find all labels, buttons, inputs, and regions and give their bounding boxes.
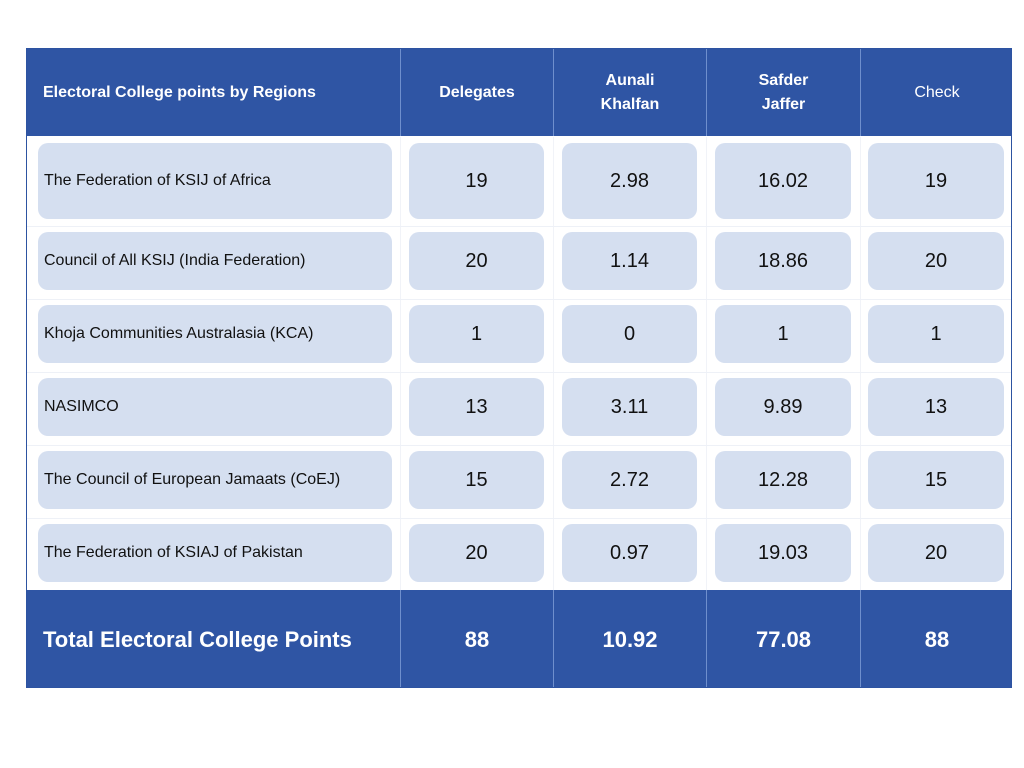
region-cell: The Council of European Jamaats (CoEJ) <box>38 451 392 509</box>
header-label-delegates: Delegates <box>439 83 515 101</box>
safder-jaffer-value: 16.02 <box>757 170 809 192</box>
aunali-khalfan-cell: 3.11 <box>562 378 697 436</box>
check-cell: 15 <box>868 451 1004 509</box>
check-cell: 13 <box>868 378 1004 436</box>
electoral-college-table: Electoral College points by Regions Dele… <box>26 48 1012 688</box>
region-label: The Council of European Jamaats (CoEJ) <box>44 471 341 488</box>
check-value: 13 <box>924 396 948 418</box>
delegates-cell: 15 <box>409 451 544 509</box>
total-delegates-cell: 88 <box>400 590 553 687</box>
header-cell-region: Electoral College points by Regions <box>27 49 400 136</box>
aunali-khalfan-cell: 2.72 <box>562 451 697 509</box>
safder-jaffer-value: 19.03 <box>757 542 809 564</box>
total-safder-jaffer-value: 77.08 <box>755 626 812 652</box>
aunali-khalfan-value: 3.11 <box>610 396 649 418</box>
safder-jaffer-value: 1 <box>777 323 789 345</box>
region-label: Council of All KSIJ (India Federation) <box>44 252 306 269</box>
table-header-row: Electoral College points by Regions Dele… <box>27 49 1011 136</box>
aunali-khalfan-cell: 2.98 <box>562 143 697 219</box>
safder-jaffer-cell: 19.03 <box>715 524 851 582</box>
check-cell: 1 <box>868 305 1004 363</box>
delegates-value: 1 <box>470 323 483 345</box>
check-cell: 20 <box>868 232 1004 290</box>
header-label-aunali-khalfan: Aunali Khalfan <box>600 71 660 113</box>
header-cell-check: Check <box>860 49 1011 136</box>
aunali-khalfan-cell: 1.14 <box>562 232 697 290</box>
region-cell: The Federation of KSIJ of Africa <box>38 143 392 219</box>
column-separator <box>400 137 401 590</box>
table-total-row: Total Electoral College Points 88 10.92 … <box>27 590 1011 687</box>
delegates-cell: 1 <box>409 305 544 363</box>
table-row: Khoja Communities Australasia (KCA) 1 0 … <box>27 299 1011 372</box>
check-value: 1 <box>930 323 942 345</box>
table-row: NASIMCO 13 3.11 9.89 13 <box>27 372 1011 445</box>
region-label: NASIMCO <box>44 398 119 415</box>
delegates-cell: 19 <box>409 143 544 219</box>
safder-jaffer-value: 18.86 <box>757 250 809 272</box>
aunali-khalfan-cell: 0 <box>562 305 697 363</box>
safder-jaffer-cell: 16.02 <box>715 143 851 219</box>
delegates-cell: 20 <box>409 524 544 582</box>
safder-jaffer-value: 12.28 <box>757 469 809 491</box>
column-separator <box>553 137 554 590</box>
aunali-khalfan-value: 0 <box>623 323 636 345</box>
total-label: Total Electoral College Points <box>43 626 352 652</box>
delegates-value: 19 <box>465 170 488 192</box>
check-cell: 20 <box>868 524 1004 582</box>
safder-jaffer-value: 9.89 <box>763 396 803 418</box>
header-cell-delegates: Delegates <box>400 49 553 136</box>
safder-jaffer-cell: 18.86 <box>715 232 851 290</box>
region-cell: NASIMCO <box>38 378 392 436</box>
total-aunali-khalfan-cell: 10.92 <box>553 590 706 687</box>
region-label: Khoja Communities Australasia (KCA) <box>44 325 314 342</box>
region-cell: The Federation of KSIAJ of Pakistan <box>38 524 392 582</box>
region-label: The Federation of KSIAJ of Pakistan <box>44 544 303 561</box>
region-cell: Council of All KSIJ (India Federation) <box>38 232 392 290</box>
check-value: 15 <box>924 469 948 491</box>
total-aunali-khalfan-value: 10.92 <box>602 626 658 652</box>
region-cell: Khoja Communities Australasia (KCA) <box>38 305 392 363</box>
check-cell: 19 <box>868 143 1004 219</box>
aunali-khalfan-cell: 0.97 <box>562 524 697 582</box>
region-label: The Federation of KSIJ of Africa <box>44 172 271 189</box>
aunali-khalfan-value: 2.98 <box>610 170 649 192</box>
delegates-cell: 20 <box>409 232 544 290</box>
delegates-value: 20 <box>465 542 488 564</box>
safder-jaffer-cell: 1 <box>715 305 851 363</box>
aunali-khalfan-value: 0.97 <box>610 542 649 564</box>
column-separator <box>706 137 707 590</box>
header-label-region: Electoral College points by Regions <box>43 83 316 101</box>
aunali-khalfan-value: 2.72 <box>610 469 649 491</box>
delegates-value: 20 <box>465 250 488 272</box>
column-separator <box>860 137 861 590</box>
table-row: The Federation of KSIJ of Africa 19 2.98… <box>27 136 1011 226</box>
total-check-cell: 88 <box>860 590 1011 687</box>
delegates-cell: 13 <box>409 378 544 436</box>
table-row: The Council of European Jamaats (CoEJ) 1… <box>27 445 1011 518</box>
aunali-khalfan-value: 1.14 <box>610 250 649 272</box>
header-label-check: Check <box>914 83 960 101</box>
safder-jaffer-cell: 9.89 <box>715 378 851 436</box>
table-row: The Federation of KSIAJ of Pakistan 20 0… <box>27 518 1011 591</box>
total-check-value: 88 <box>924 626 950 652</box>
header-cell-safder-jaffer: Safder Jaffer <box>706 49 860 136</box>
check-value: 20 <box>924 542 948 564</box>
total-delegates-value: 88 <box>464 626 490 652</box>
check-value: 20 <box>924 250 948 272</box>
safder-jaffer-cell: 12.28 <box>715 451 851 509</box>
delegates-value: 13 <box>465 396 488 418</box>
total-safder-jaffer-cell: 77.08 <box>706 590 860 687</box>
header-cell-aunali-khalfan: Aunali Khalfan <box>553 49 706 136</box>
delegates-value: 15 <box>465 469 488 491</box>
check-value: 19 <box>924 170 948 192</box>
table-row: Council of All KSIJ (India Federation) 2… <box>27 226 1011 299</box>
total-label-cell: Total Electoral College Points <box>27 590 400 687</box>
header-label-safder-jaffer: Safder Jaffer <box>758 71 809 113</box>
